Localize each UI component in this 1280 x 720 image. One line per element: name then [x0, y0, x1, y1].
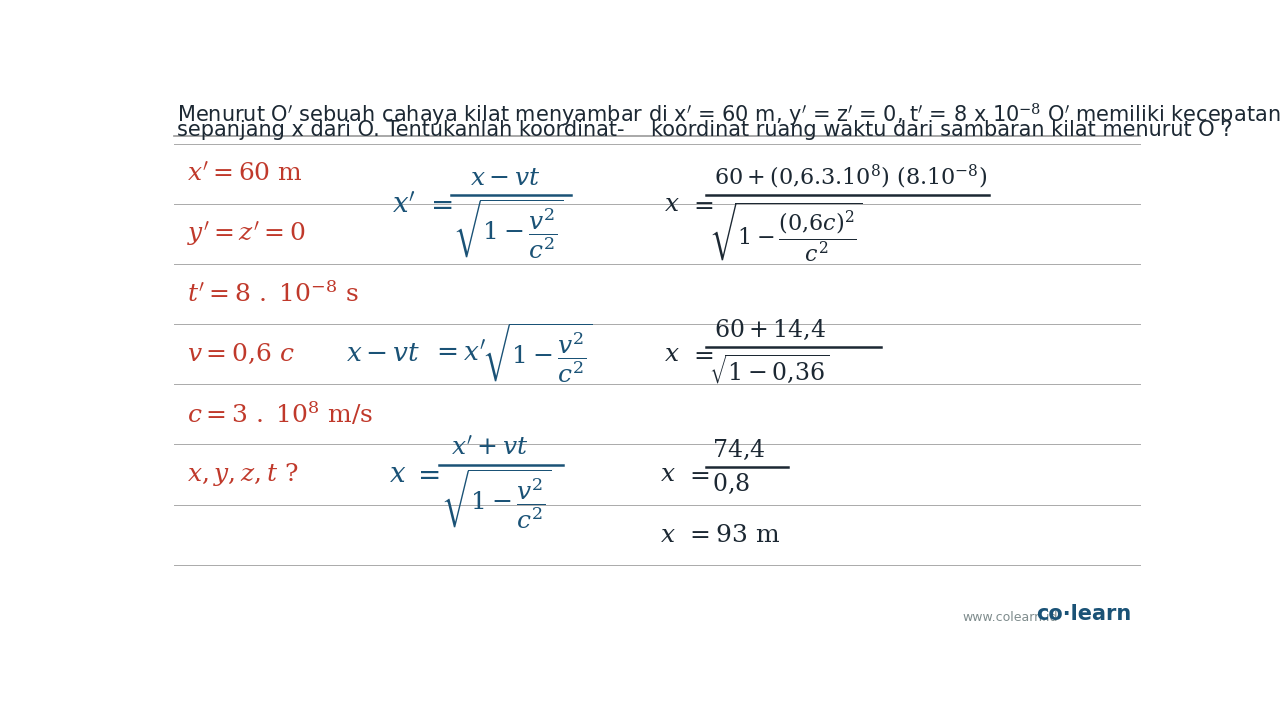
Text: $\sqrt{1 - \dfrac{v^2}{c^2}}$: $\sqrt{1 - \dfrac{v^2}{c^2}}$: [442, 468, 552, 532]
Text: $\sqrt{1 - 0{,}36}$: $\sqrt{1 - 0{,}36}$: [709, 353, 829, 387]
Text: $=$: $=$: [425, 190, 453, 218]
Text: $x$: $x$: [660, 462, 676, 487]
Text: $x$: $x$: [389, 461, 406, 488]
Text: $=$: $=$: [689, 342, 713, 366]
Text: Menurut O$'$ sebuah cahaya kilat menyambar di x$'$ = 60 m, y$'$ = z$'$ = 0, t$'$: Menurut O$'$ sebuah cahaya kilat menyamb…: [177, 102, 1280, 129]
Text: $t' = 8\ .\ 10^{-8}\ \mathrm{s}$: $t' = 8\ .\ 10^{-8}\ \mathrm{s}$: [187, 282, 358, 307]
Text: $x - vt$: $x - vt$: [346, 341, 421, 367]
Text: $v = 0{,}6\ c$: $v = 0{,}6\ c$: [187, 342, 294, 366]
Text: www.colearn.id: www.colearn.id: [963, 611, 1057, 624]
Text: $x - vt$: $x - vt$: [470, 166, 540, 190]
Text: $\sqrt{1 - \dfrac{(0{,}6c)^2}{c^2}}$: $\sqrt{1 - \dfrac{(0{,}6c)^2}{c^2}}$: [709, 200, 861, 264]
Text: $x' = 60\ \mathrm{m}$: $x' = 60\ \mathrm{m}$: [187, 162, 303, 186]
Text: $= x'$: $= x'$: [431, 341, 486, 367]
Text: $60 + 14{,}4$: $60 + 14{,}4$: [714, 318, 827, 342]
Text: $60 + (0{,}6.3.10^{8})\ (8.10^{-8})$: $60 + (0{,}6.3.10^{8})\ (8.10^{-8})$: [714, 163, 988, 191]
Text: $74{,}4$: $74{,}4$: [712, 438, 765, 462]
Text: $y' = z' = 0$: $y' = z' = 0$: [187, 220, 306, 248]
Text: $= 93\ \mathrm{m}$: $= 93\ \mathrm{m}$: [685, 523, 780, 546]
Text: $x$: $x$: [664, 192, 680, 216]
Text: $x'$: $x'$: [393, 190, 416, 218]
Text: $=$: $=$: [689, 192, 713, 216]
Text: $x' + vt$: $x' + vt$: [451, 436, 527, 460]
Text: $x, y, z, t\ ?$: $x, y, z, t\ ?$: [187, 461, 298, 488]
Text: $c = 3\ .\ 10^{8}\ \mathrm{m/s}$: $c = 3\ .\ 10^{8}\ \mathrm{m/s}$: [187, 400, 374, 428]
Text: $\sqrt{1 - \dfrac{v^2}{c^2}}$: $\sqrt{1 - \dfrac{v^2}{c^2}}$: [481, 323, 593, 387]
Text: $=$: $=$: [685, 462, 709, 487]
Text: co·learn: co·learn: [1036, 604, 1132, 624]
Text: $=$: $=$: [412, 461, 439, 488]
Text: $0{,}8$: $0{,}8$: [712, 472, 750, 496]
Text: $\sqrt{1 - \dfrac{v^2}{c^2}}$: $\sqrt{1 - \dfrac{v^2}{c^2}}$: [453, 197, 564, 261]
Text: $x$: $x$: [664, 342, 680, 366]
Text: sepanjang x dari O. Tentukanlah koordinat-    koordinat ruang waktu dari sambara: sepanjang x dari O. Tentukanlah koordina…: [177, 120, 1233, 140]
Text: $x$: $x$: [660, 523, 676, 546]
